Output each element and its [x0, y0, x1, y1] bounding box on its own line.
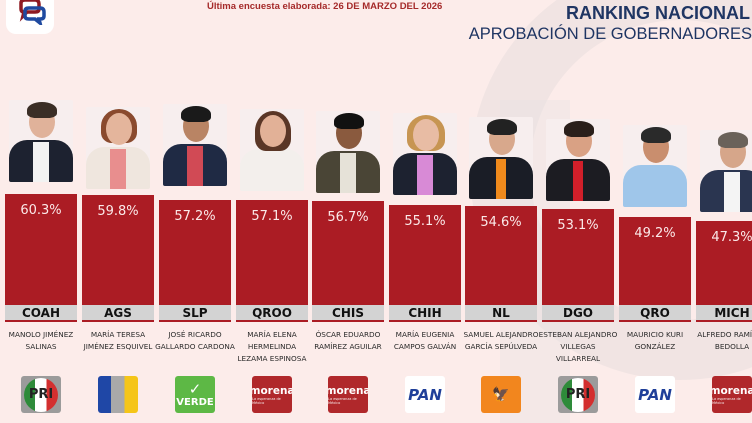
governor-name: ESTEBAN ALEJANDRO VILLEGAS VILLARREAL [538, 330, 618, 363]
governor-name: MARÍA EUGENIA CAMPOS GALVÁN [393, 330, 457, 351]
governor-photo [393, 113, 457, 195]
state-label: CHIH [389, 305, 461, 322]
governor-name: SAMUEL ALEJANDRO GARCÍA SEPÚLVEDA [463, 330, 539, 351]
governor-name: ÓSCAR EDUARDO RAMÍREZ AGUILAR [314, 330, 382, 351]
speech-bubbles-logo-icon [19, 0, 46, 25]
state-label: COAH [5, 305, 77, 322]
governor-column: 57.1% QROO MARÍA ELENA HERMELINDA LEZAMA… [236, 0, 308, 423]
state-label: DGO [542, 305, 614, 322]
governor-column: 60.3% COAH MANOLO JIMÉNEZ SALINAS PRI [5, 0, 77, 423]
party-logo-pan: PAN [405, 376, 445, 413]
party-logo-pri: PRI [558, 376, 598, 413]
governor-name: JOSÉ RICARDO GALLARDO CARDONA [155, 330, 235, 351]
governor-column: 55.1% CHIH MARÍA EUGENIA CAMPOS GALVÁN P… [389, 0, 461, 423]
state-label: AGS [82, 305, 154, 322]
party-logo-coalition [98, 376, 138, 413]
party-logo-morena: morena La esperanza de México [712, 376, 752, 413]
governor-column: 49.2% QRO MAURICIO KURI GONZÁLEZ PAN [619, 0, 691, 423]
governor-photo [86, 107, 150, 189]
governor-name: MARÍA TERESA JIMÉNEZ ESQUIVEL [83, 330, 153, 351]
governor-photo [163, 104, 227, 186]
bar: 59.8% [82, 195, 154, 305]
survey-date: Última encuesta elaborada: 26 DE MARZO D… [207, 1, 443, 12]
page-title: RANKING NACIONAL [566, 3, 750, 23]
governor-column: 53.1% DGO ESTEBAN ALEJANDRO VILLEGAS VIL… [539, 0, 617, 423]
party-logo-morena: morena La esperanza de México [328, 376, 368, 413]
bar: 56.7% [312, 201, 384, 305]
governor-photo [700, 130, 752, 212]
governor-column: 57.2% SLP JOSÉ RICARDO GALLARDO CARDONA … [155, 0, 235, 423]
governor-photo [316, 111, 380, 193]
brand-logo [6, 0, 54, 34]
governor-name: MARÍA ELENA HERMELINDA LEZAMA ESPINOSA [237, 330, 307, 363]
bar: 49.2% [619, 217, 691, 305]
bar: 57.1% [236, 200, 308, 305]
governor-column: 56.7% CHIS ÓSCAR EDUARDO RAMÍREZ AGUILAR… [312, 0, 384, 423]
bar: 60.3% [5, 194, 77, 305]
governor-photo [623, 125, 687, 207]
party-logo-pan: PAN [635, 376, 675, 413]
bar: 54.6% [465, 206, 537, 305]
state-label: MICH [696, 305, 752, 322]
state-label: QRO [619, 305, 691, 322]
governor-column: 59.8% AGS MARÍA TERESA JIMÉNEZ ESQUIVEL [82, 0, 154, 423]
state-label: QROO [236, 305, 308, 322]
bar: 57.2% [159, 200, 231, 305]
governor-photo [469, 117, 533, 199]
page-subtitle: APROBACIÓN DE GOBERNADORES [468, 25, 752, 43]
governor-photo [240, 109, 304, 191]
governor-column: 54.6% NL SAMUEL ALEJANDRO GARCÍA SEPÚLVE… [464, 0, 538, 423]
party-logo-pri: PRI [21, 376, 61, 413]
governor-column: 47.3% MICH ALFREDO RAMÍREZ BEDOLLA moren… [696, 0, 752, 423]
state-label: NL [465, 305, 537, 322]
governor-name: ALFREDO RAMÍREZ BEDOLLA [697, 330, 752, 351]
state-label: SLP [159, 305, 231, 322]
party-logo-verde: ✓ VERDE [175, 376, 215, 413]
governor-photo [9, 100, 73, 182]
bar: 53.1% [542, 209, 614, 305]
party-logo-movimiento-ciudadano: 🦅 [481, 376, 521, 413]
governor-photo [546, 119, 610, 201]
governor-name: MANOLO JIMÉNEZ SALINAS [8, 330, 74, 351]
state-label: CHIS [312, 305, 384, 322]
bar: 47.3% [696, 221, 752, 305]
governor-name: MAURICIO KURI GONZÁLEZ [626, 330, 684, 351]
bar: 55.1% [389, 205, 461, 305]
party-logo-morena: morena La esperanza de México [252, 376, 292, 413]
